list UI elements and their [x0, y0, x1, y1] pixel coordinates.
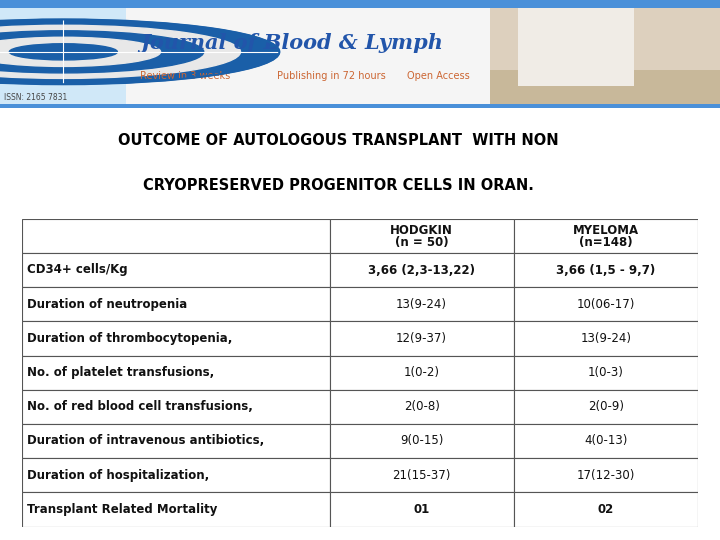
- Bar: [22, 321, 330, 355]
- Text: 12(9-37): 12(9-37): [396, 332, 447, 345]
- Circle shape: [0, 37, 161, 66]
- Text: 9(0-15): 9(0-15): [400, 435, 444, 448]
- Text: 10(06-17): 10(06-17): [577, 298, 635, 310]
- Text: 2(0-9): 2(0-9): [588, 400, 624, 413]
- Bar: [330, 253, 513, 287]
- Text: 01: 01: [413, 503, 430, 516]
- Circle shape: [0, 19, 279, 84]
- Text: (n=148): (n=148): [579, 236, 633, 249]
- Bar: [330, 390, 513, 424]
- Text: CRYOPRESERVED PROGENITOR CELLS IN ORAN.: CRYOPRESERVED PROGENITOR CELLS IN ORAN.: [143, 178, 534, 192]
- Text: 21(15-37): 21(15-37): [392, 469, 451, 482]
- Bar: [22, 424, 330, 458]
- Text: 1(0-2): 1(0-2): [404, 366, 440, 379]
- Text: No. of platelet transfusions,: No. of platelet transfusions,: [27, 366, 215, 379]
- Text: 13(9-24): 13(9-24): [396, 298, 447, 310]
- Bar: [22, 492, 330, 526]
- Bar: [513, 492, 698, 526]
- Text: 3,66 (1,5 - 9,7): 3,66 (1,5 - 9,7): [557, 264, 656, 276]
- Text: 2(0-8): 2(0-8): [404, 400, 439, 413]
- Text: 02: 02: [598, 503, 614, 516]
- Bar: [22, 390, 330, 424]
- Bar: [513, 321, 698, 355]
- Text: Duration of neutropenia: Duration of neutropenia: [27, 298, 187, 310]
- Text: 13(9-24): 13(9-24): [580, 332, 631, 345]
- Bar: [513, 355, 698, 390]
- Bar: [518, 8, 634, 86]
- Text: 4(0-13): 4(0-13): [585, 435, 628, 448]
- Text: Duration of intravenous antibiotics,: Duration of intravenous antibiotics,: [27, 435, 264, 448]
- Text: MYELOMA: MYELOMA: [573, 224, 639, 237]
- Bar: [22, 458, 330, 492]
- Bar: [22, 219, 330, 253]
- Text: Transplant Related Mortality: Transplant Related Mortality: [27, 503, 217, 516]
- Bar: [22, 253, 330, 287]
- Bar: [0, 104, 720, 108]
- Text: 17(12-30): 17(12-30): [577, 469, 635, 482]
- Bar: [513, 219, 698, 253]
- Text: Duration of hospitalization,: Duration of hospitalization,: [27, 469, 210, 482]
- Bar: [0, 0, 720, 8]
- Text: 1(0-3): 1(0-3): [588, 366, 624, 379]
- Bar: [22, 287, 330, 321]
- Bar: [513, 253, 698, 287]
- Bar: [513, 424, 698, 458]
- Text: ISSN: 2165 7831: ISSN: 2165 7831: [4, 93, 67, 102]
- Bar: [330, 219, 513, 253]
- Bar: [0, 8, 126, 104]
- Bar: [513, 458, 698, 492]
- Text: CD34+ cells/Kg: CD34+ cells/Kg: [27, 264, 127, 276]
- Bar: [490, 8, 720, 70]
- Bar: [330, 321, 513, 355]
- Text: Journal of Blood & Lymph: Journal of Blood & Lymph: [140, 33, 444, 53]
- Text: Review in 3 weeks: Review in 3 weeks: [140, 71, 230, 80]
- Circle shape: [9, 44, 117, 60]
- Bar: [513, 390, 698, 424]
- Bar: [490, 8, 720, 104]
- Text: 3,66 (2,3-13,22): 3,66 (2,3-13,22): [368, 264, 475, 276]
- Bar: [330, 355, 513, 390]
- Circle shape: [0, 25, 240, 78]
- Text: HODGKIN: HODGKIN: [390, 224, 453, 237]
- Text: OUTCOME OF AUTOLOGOUS TRANSPLANT  WITH NON: OUTCOME OF AUTOLOGOUS TRANSPLANT WITH NO…: [118, 133, 559, 148]
- Bar: [22, 355, 330, 390]
- Bar: [330, 458, 513, 492]
- Text: (n = 50): (n = 50): [395, 236, 449, 249]
- Text: No. of red blood cell transfusions,: No. of red blood cell transfusions,: [27, 400, 253, 413]
- Text: Duration of thrombocytopenia,: Duration of thrombocytopenia,: [27, 332, 233, 345]
- Text: Open Access: Open Access: [407, 71, 469, 80]
- Circle shape: [0, 31, 204, 73]
- Bar: [330, 492, 513, 526]
- Bar: [330, 424, 513, 458]
- Text: Publishing in 72 hours: Publishing in 72 hours: [277, 71, 386, 80]
- Bar: [513, 287, 698, 321]
- Bar: [330, 287, 513, 321]
